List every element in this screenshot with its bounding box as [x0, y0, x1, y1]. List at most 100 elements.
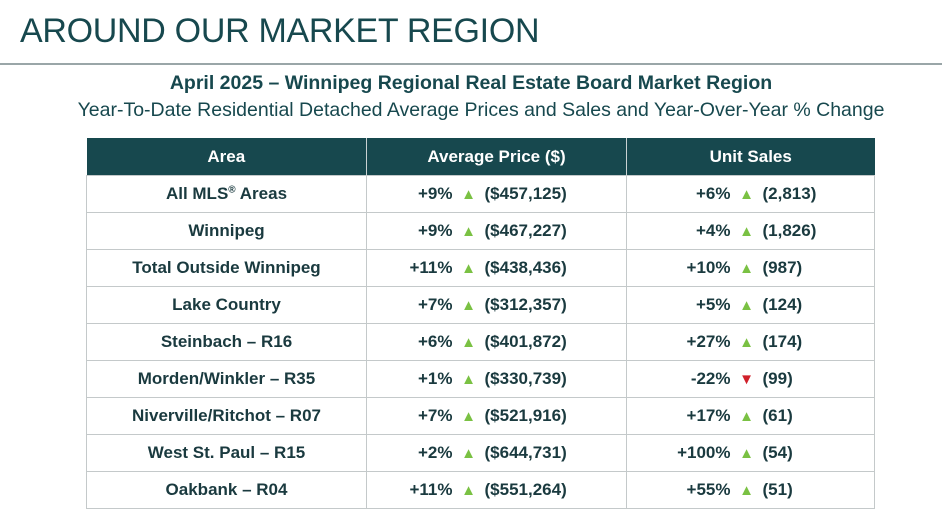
- table-header-row: Area Average Price ($) Unit Sales: [86, 138, 875, 176]
- average-price-change: +7%: [418, 406, 453, 425]
- area-cell: Niverville/Ritchot – R07: [86, 397, 367, 435]
- column-header-average-price: Average Price ($): [366, 138, 627, 176]
- unit-sales-cell: +4% ▲ (1,826): [626, 212, 875, 250]
- area-cell: Oakbank – R04: [86, 471, 367, 509]
- up-arrow-icon: ▲: [461, 481, 476, 499]
- average-price-change: +7%: [418, 295, 453, 314]
- unit-sales-value: (61): [762, 406, 793, 425]
- area-name-suffix: Areas: [235, 184, 288, 203]
- average-price-change: +2%: [418, 443, 453, 462]
- unit-sales-cell: +100% ▲ (54): [626, 434, 875, 472]
- average-price-cell: +7% ▲ ($521,916): [366, 397, 627, 435]
- up-arrow-icon: ▲: [739, 444, 754, 462]
- average-price-cell: +11% ▲ ($551,264): [366, 471, 627, 509]
- title-divider: [0, 63, 942, 65]
- average-price-value: ($521,916): [484, 406, 567, 425]
- table-row: All MLS® Areas +9% ▲ ($457,125) +6% ▲ (2,813): [86, 175, 875, 213]
- average-price-value: ($438,436): [484, 258, 567, 277]
- up-arrow-icon: ▲: [739, 222, 754, 240]
- unit-sales-value: (124): [762, 295, 803, 314]
- area-name: All MLS: [165, 184, 229, 203]
- up-arrow-icon: ▲: [739, 481, 754, 499]
- table-row: Steinbach – R16 +6% ▲ ($401,872) +27% ▲ (174): [86, 323, 875, 361]
- unit-sales-value: (54): [762, 443, 793, 462]
- unit-sales-change: +100%: [677, 443, 731, 462]
- table-row: Niverville/Ritchot – R07 +7% ▲ ($521,916) +1…: [86, 397, 875, 435]
- down-arrow-icon: ▼: [739, 370, 754, 388]
- unit-sales-change: +4%: [696, 221, 731, 240]
- table-row: West St. Paul – R15 +2% ▲ ($644,731) +100% ▲ (…: [86, 434, 875, 472]
- up-arrow-icon: ▲: [461, 407, 476, 425]
- unit-sales-cell: +55% ▲ (51): [626, 471, 875, 509]
- average-price-cell: +1% ▲ ($330,739): [366, 360, 627, 398]
- average-price-value: ($467,227): [484, 221, 567, 240]
- area-cell: Total Outside Winnipeg: [86, 249, 367, 287]
- unit-sales-cell: +27% ▲ (174): [626, 323, 875, 361]
- unit-sales-value: (174): [762, 332, 803, 351]
- area-name: Steinbach – R16: [160, 332, 293, 351]
- area-cell: Lake Country: [86, 286, 367, 324]
- unit-sales-change: +10%: [686, 258, 731, 277]
- unit-sales-change: +17%: [686, 406, 731, 425]
- unit-sales-cell: +10% ▲ (987): [626, 249, 875, 287]
- average-price-value: ($457,125): [484, 184, 567, 203]
- average-price-change: +1%: [418, 369, 453, 388]
- area-cell: Winnipeg: [86, 212, 367, 250]
- average-price-cell: +9% ▲ ($467,227): [366, 212, 627, 250]
- unit-sales-cell: -22% ▼ (99): [626, 360, 875, 398]
- unit-sales-value: (987): [762, 258, 803, 277]
- average-price-cell: +6% ▲ ($401,872): [366, 323, 627, 361]
- up-arrow-icon: ▲: [461, 185, 476, 203]
- registered-mark: ®: [228, 184, 236, 196]
- table-row: Oakbank – R04 +11% ▲ ($551,264) +55% ▲ (51): [86, 471, 875, 509]
- area-name: Morden/Winkler – R35: [137, 369, 316, 388]
- area-name: Niverville/Ritchot – R07: [132, 406, 321, 425]
- area-name: West St. Paul – R15: [147, 443, 306, 462]
- average-price-change: +11%: [409, 258, 453, 277]
- average-price-value: ($644,731): [484, 443, 567, 462]
- up-arrow-icon: ▲: [461, 259, 476, 277]
- unit-sales-cell: +6% ▲ (2,813): [626, 175, 875, 213]
- unit-sales-change: +55%: [686, 480, 731, 499]
- unit-sales-change: -22%: [690, 369, 731, 388]
- area-cell: Steinbach – R16: [86, 323, 367, 361]
- area-name: Total Outside Winnipeg: [132, 258, 321, 277]
- report-description: Year-To-Date Residential Detached Averag…: [77, 99, 885, 121]
- table-row: Lake Country +7% ▲ ($312,357) +5% ▲ (124): [86, 286, 875, 324]
- up-arrow-icon: ▲: [461, 444, 476, 462]
- average-price-change: +11%: [409, 480, 453, 499]
- unit-sales-change: +5%: [696, 295, 731, 314]
- unit-sales-value: (51): [762, 480, 793, 499]
- unit-sales-cell: +5% ▲ (124): [626, 286, 875, 324]
- unit-sales-value: (2,813): [762, 184, 817, 203]
- average-price-value: ($312,357): [484, 295, 567, 314]
- up-arrow-icon: ▲: [461, 333, 476, 351]
- area-cell: Morden/Winkler – R35: [86, 360, 367, 398]
- column-header-unit-sales: Unit Sales: [626, 138, 875, 176]
- up-arrow-icon: ▲: [739, 185, 754, 203]
- average-price-cell: +7% ▲ ($312,357): [366, 286, 627, 324]
- up-arrow-icon: ▲: [739, 333, 754, 351]
- up-arrow-icon: ▲: [461, 222, 476, 240]
- up-arrow-icon: ▲: [739, 296, 754, 314]
- unit-sales-change: +6%: [696, 184, 731, 203]
- average-price-change: +9%: [418, 221, 453, 240]
- unit-sales-value: (99): [762, 369, 793, 388]
- table-row: Winnipeg +9% ▲ ($467,227) +4% ▲ (1,826): [86, 212, 875, 250]
- market-table: Area Average Price ($) Unit Sales All ML…: [86, 138, 875, 509]
- average-price-value: ($330,739): [484, 369, 567, 388]
- area-cell: West St. Paul – R15: [86, 434, 367, 472]
- up-arrow-icon: ▲: [739, 259, 754, 277]
- unit-sales-value: (1,826): [762, 221, 817, 240]
- average-price-cell: +9% ▲ ($457,125): [366, 175, 627, 213]
- average-price-change: +9%: [418, 184, 453, 203]
- area-cell: All MLS® Areas: [86, 175, 367, 213]
- unit-sales-change: +27%: [686, 332, 731, 351]
- area-name: Oakbank – R04: [165, 480, 288, 499]
- average-price-change: +6%: [418, 332, 453, 351]
- table-row: Total Outside Winnipeg +11% ▲ ($438,436) +10…: [86, 249, 875, 287]
- column-header-area: Area: [86, 138, 367, 176]
- table-row: Morden/Winkler – R35 +1% ▲ ($330,739) -22% ▼ (…: [86, 360, 875, 398]
- up-arrow-icon: ▲: [461, 296, 476, 314]
- average-price-value: ($551,264): [484, 480, 567, 499]
